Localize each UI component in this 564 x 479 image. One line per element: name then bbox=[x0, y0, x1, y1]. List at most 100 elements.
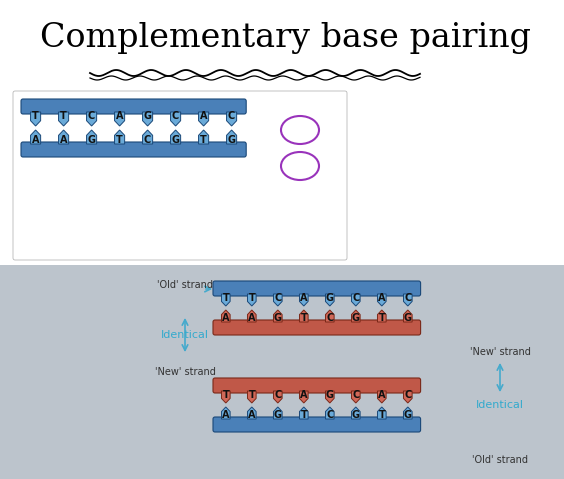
Text: C: C bbox=[352, 390, 359, 399]
Polygon shape bbox=[86, 130, 96, 144]
Text: T: T bbox=[222, 390, 229, 399]
Polygon shape bbox=[227, 112, 237, 126]
FancyBboxPatch shape bbox=[213, 417, 421, 432]
Text: A: A bbox=[248, 411, 255, 420]
Text: T: T bbox=[248, 293, 255, 303]
Text: C: C bbox=[274, 293, 281, 303]
Polygon shape bbox=[377, 407, 386, 419]
FancyBboxPatch shape bbox=[213, 320, 421, 335]
Polygon shape bbox=[325, 310, 334, 322]
Text: C: C bbox=[144, 135, 151, 145]
Text: 'Old' strand: 'Old' strand bbox=[157, 280, 213, 290]
Polygon shape bbox=[222, 407, 230, 419]
Text: C: C bbox=[172, 111, 179, 121]
Polygon shape bbox=[59, 130, 69, 144]
Text: G: G bbox=[144, 111, 152, 121]
Polygon shape bbox=[299, 294, 308, 306]
Text: C: C bbox=[326, 411, 333, 420]
Text: C: C bbox=[404, 293, 411, 303]
Polygon shape bbox=[114, 130, 125, 144]
Text: G: G bbox=[352, 411, 360, 420]
Text: C: C bbox=[88, 111, 95, 121]
Polygon shape bbox=[377, 294, 386, 306]
Polygon shape bbox=[222, 294, 230, 306]
Polygon shape bbox=[143, 130, 153, 144]
Text: G: G bbox=[274, 411, 282, 420]
Polygon shape bbox=[299, 407, 308, 419]
Bar bbox=[0, 265, 564, 479]
Text: A: A bbox=[378, 390, 386, 399]
Text: T: T bbox=[200, 135, 207, 145]
FancyBboxPatch shape bbox=[13, 91, 347, 260]
Text: C: C bbox=[404, 390, 411, 399]
Polygon shape bbox=[299, 391, 308, 403]
Polygon shape bbox=[222, 391, 230, 403]
Polygon shape bbox=[403, 407, 412, 419]
Polygon shape bbox=[274, 407, 282, 419]
Text: C: C bbox=[352, 293, 359, 303]
Text: A: A bbox=[300, 293, 307, 303]
Text: A: A bbox=[116, 111, 124, 121]
Polygon shape bbox=[351, 407, 360, 419]
Text: G: G bbox=[326, 293, 334, 303]
Polygon shape bbox=[274, 294, 282, 306]
Text: A: A bbox=[248, 313, 255, 323]
Polygon shape bbox=[59, 112, 69, 126]
Text: T: T bbox=[116, 135, 123, 145]
FancyBboxPatch shape bbox=[213, 281, 421, 296]
Text: A: A bbox=[222, 411, 230, 420]
Polygon shape bbox=[403, 310, 412, 322]
Text: T: T bbox=[378, 313, 385, 323]
Polygon shape bbox=[222, 310, 230, 322]
Text: T: T bbox=[301, 411, 307, 420]
Polygon shape bbox=[351, 391, 360, 403]
Text: A: A bbox=[32, 135, 39, 145]
Text: G: G bbox=[404, 313, 412, 323]
Text: T: T bbox=[222, 293, 229, 303]
Polygon shape bbox=[325, 294, 334, 306]
Polygon shape bbox=[199, 130, 209, 144]
Text: T: T bbox=[301, 313, 307, 323]
Text: A: A bbox=[200, 111, 208, 121]
Text: A: A bbox=[60, 135, 67, 145]
Polygon shape bbox=[403, 391, 412, 403]
Polygon shape bbox=[199, 112, 209, 126]
Polygon shape bbox=[377, 391, 386, 403]
Text: 'New' strand: 'New' strand bbox=[470, 347, 530, 357]
Text: G: G bbox=[274, 313, 282, 323]
Text: G: G bbox=[228, 135, 236, 145]
Polygon shape bbox=[351, 294, 360, 306]
Polygon shape bbox=[325, 407, 334, 419]
Polygon shape bbox=[403, 294, 412, 306]
Text: T: T bbox=[378, 411, 385, 420]
Polygon shape bbox=[325, 391, 334, 403]
FancyBboxPatch shape bbox=[21, 99, 246, 114]
Text: 'Old' strand: 'Old' strand bbox=[472, 455, 528, 465]
Text: G: G bbox=[171, 135, 179, 145]
Text: 'New' strand: 'New' strand bbox=[155, 367, 215, 377]
Text: G: G bbox=[326, 390, 334, 399]
Text: A: A bbox=[222, 313, 230, 323]
Polygon shape bbox=[248, 310, 256, 322]
Text: G: G bbox=[404, 411, 412, 420]
Polygon shape bbox=[170, 112, 180, 126]
Polygon shape bbox=[114, 112, 125, 126]
Polygon shape bbox=[274, 310, 282, 322]
Text: T: T bbox=[60, 111, 67, 121]
Text: T: T bbox=[32, 111, 39, 121]
Polygon shape bbox=[30, 130, 41, 144]
Polygon shape bbox=[274, 391, 282, 403]
Text: C: C bbox=[228, 111, 235, 121]
FancyBboxPatch shape bbox=[213, 378, 421, 393]
Text: C: C bbox=[326, 313, 333, 323]
Polygon shape bbox=[248, 391, 256, 403]
Polygon shape bbox=[248, 407, 256, 419]
FancyBboxPatch shape bbox=[21, 142, 246, 157]
Polygon shape bbox=[143, 112, 153, 126]
Text: A: A bbox=[378, 293, 386, 303]
Polygon shape bbox=[351, 310, 360, 322]
Polygon shape bbox=[377, 310, 386, 322]
Polygon shape bbox=[170, 130, 180, 144]
Text: G: G bbox=[352, 313, 360, 323]
Polygon shape bbox=[248, 294, 256, 306]
